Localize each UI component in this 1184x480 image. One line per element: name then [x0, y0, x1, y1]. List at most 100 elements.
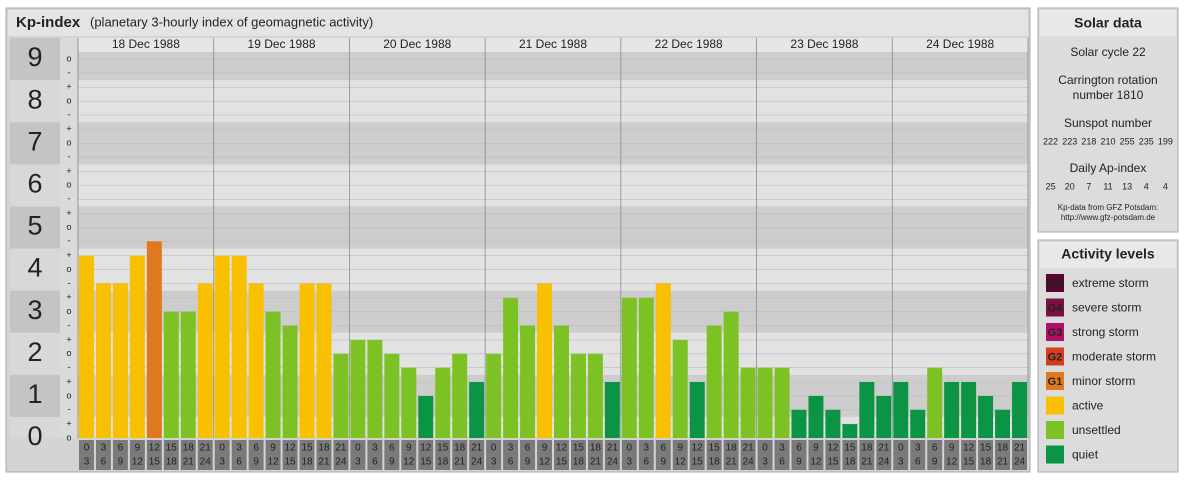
- bar: [774, 367, 790, 438]
- title-bar: [8, 10, 1028, 36]
- hour-from: 12: [420, 443, 432, 454]
- minor-tick-label: -: [68, 109, 71, 119]
- hour-from: 6: [932, 443, 938, 454]
- hour-box: [723, 440, 739, 470]
- minor-tick-label: +: [66, 250, 71, 260]
- level-swatch: [1046, 298, 1064, 317]
- hour-from: 15: [573, 443, 585, 454]
- hour-from: 15: [709, 443, 721, 454]
- bar: [350, 339, 366, 438]
- bar: [367, 339, 383, 438]
- level-swatch: [1046, 347, 1064, 366]
- hour-to: 6: [644, 457, 650, 468]
- hour-box: [638, 440, 654, 470]
- hour-box: [995, 440, 1011, 470]
- sunspot-number: 255: [1120, 136, 1135, 146]
- level-name: unsettled: [1072, 423, 1121, 437]
- minor-tick-label: +: [66, 376, 71, 386]
- hour-to: 12: [946, 457, 958, 468]
- minor-tick-label: +: [66, 82, 71, 92]
- label-band: [10, 122, 60, 165]
- hour-box: [299, 440, 315, 470]
- level-badge: G3: [1048, 327, 1063, 339]
- hour-to: 12: [810, 457, 822, 468]
- hour-to: 3: [219, 457, 225, 468]
- level-swatch: [1046, 396, 1064, 415]
- hour-from: 9: [949, 443, 955, 454]
- hour-from: 0: [491, 443, 497, 454]
- bar: [146, 241, 162, 438]
- bar: [537, 283, 552, 438]
- minor-tick-label: o: [66, 138, 71, 148]
- hour-to: 21: [997, 457, 1009, 468]
- hour-to: 24: [743, 457, 755, 468]
- bar: [706, 325, 722, 438]
- bar: [655, 283, 671, 438]
- hour-from: 9: [813, 443, 819, 454]
- date-label: 22 Dec 1988: [655, 37, 723, 51]
- label-band: [10, 332, 60, 375]
- hour-from: 12: [827, 443, 839, 454]
- hour-from: 15: [437, 443, 449, 454]
- level-swatch: [1046, 274, 1064, 292]
- hour-to: 15: [556, 457, 568, 468]
- hour-box: [248, 440, 264, 470]
- hour-to: 18: [301, 457, 313, 468]
- hour-from: 12: [556, 443, 568, 454]
- hour-to: 12: [132, 457, 144, 468]
- bar: [927, 367, 943, 438]
- minor-tick-label: -: [68, 67, 71, 77]
- hour-from: 21: [743, 443, 755, 454]
- hour-to: 9: [253, 457, 259, 468]
- hour-box: [655, 440, 671, 470]
- minor-tick-label: o: [66, 222, 71, 232]
- minor-tick-label: -: [68, 194, 71, 204]
- bar: [995, 409, 1011, 438]
- ap-index: 11: [1103, 181, 1112, 191]
- hour-box: [316, 440, 332, 470]
- hour-from: 0: [627, 443, 633, 454]
- label-band: [10, 248, 60, 291]
- label-band: [10, 290, 60, 333]
- hour-from: 12: [149, 443, 161, 454]
- hour-box: [537, 440, 552, 470]
- hour-to: 12: [268, 457, 280, 468]
- hour-from: 3: [644, 443, 650, 454]
- bar: [163, 311, 179, 438]
- hour-box: [757, 440, 773, 470]
- y-tick-label: 9: [27, 42, 42, 72]
- level-name: moderate storm: [1072, 350, 1156, 364]
- hour-box: [689, 440, 705, 470]
- minor-tick-label: o: [66, 390, 71, 400]
- hour-box: [944, 440, 960, 470]
- bar: [944, 382, 960, 438]
- hour-to: 21: [590, 457, 602, 468]
- bar: [401, 367, 417, 438]
- hour-from: 0: [355, 443, 361, 454]
- minor-tick-label: o: [66, 306, 71, 316]
- hour-to: 21: [318, 457, 330, 468]
- hour-from: 21: [200, 443, 212, 454]
- hour-from: 3: [236, 443, 242, 454]
- hour-to: 15: [827, 457, 839, 468]
- label-band: [10, 416, 60, 438]
- minor-tick-label: +: [66, 166, 71, 176]
- sunspot-title: Sunspot number: [1064, 116, 1152, 130]
- hour-from: 6: [660, 443, 666, 454]
- hour-to: 18: [709, 457, 721, 468]
- hour-to: 21: [183, 457, 195, 468]
- hour-from: 9: [406, 443, 412, 454]
- date-row: [78, 38, 1028, 52]
- bar: [859, 382, 875, 438]
- hour-box: [95, 440, 111, 470]
- minor-tick-label: -: [68, 404, 71, 414]
- hour-box: [672, 440, 688, 470]
- bar: [469, 382, 485, 438]
- hour-box: [163, 440, 179, 470]
- level-swatch: [1046, 421, 1064, 439]
- ap-index: 13: [1122, 181, 1132, 191]
- carrington: number 1810: [1073, 88, 1144, 102]
- ap-title: Daily Ap-index: [1070, 161, 1147, 175]
- hour-from: 18: [861, 443, 873, 454]
- solar-panel: [1037, 7, 1179, 233]
